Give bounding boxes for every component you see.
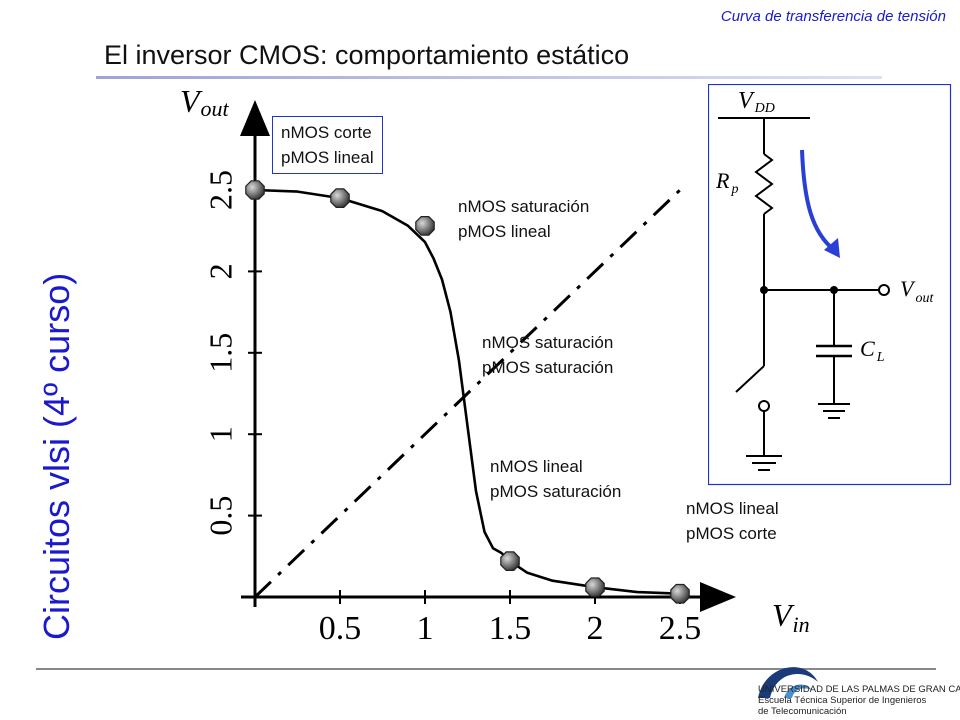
footer-divider <box>36 668 936 670</box>
region-2-line2: pMOS lineal <box>458 222 551 241</box>
region-1-line1: nMOS corte <box>281 123 372 142</box>
x-axis-label: Vin <box>772 597 810 637</box>
y-tick-label: 0.5 <box>202 496 238 536</box>
header-subtitle: Curva de transferencia de tensión <box>720 8 946 25</box>
node-dot-left <box>760 286 768 294</box>
curve-point-marker <box>585 577 605 598</box>
vin-equals-vout-line <box>253 188 682 599</box>
resistor-rp <box>754 153 774 215</box>
region-2-line1: nMOS saturación <box>458 197 590 216</box>
region-3-line1: nMOS saturación <box>482 333 614 352</box>
output-terminal <box>878 284 890 296</box>
y-tick-label: 2.5 <box>202 170 238 210</box>
logo-line-1: UNIVERSIDAD DE LAS PALMAS DE GRAN CANARI… <box>758 684 960 695</box>
x-tick-label: 1.5 <box>489 610 532 647</box>
region-3-line2: pMOS saturación <box>482 358 614 377</box>
region-4-line2: pMOS saturación <box>490 482 622 501</box>
y-tick-label: 1 <box>202 426 238 442</box>
y-tick-label: 1.5 <box>202 333 238 373</box>
vtc-curve <box>254 188 681 595</box>
circuit-frame <box>708 84 952 486</box>
curve-point-marker <box>500 551 520 572</box>
x-tick-label: 1 <box>417 610 434 647</box>
x-tick-label: 0.5 <box>319 610 362 647</box>
region-1-line2: pMOS lineal <box>281 148 374 167</box>
region-label-4: nMOS lineal pMOS saturación <box>490 454 621 504</box>
x-tick-label: 2 <box>587 610 604 647</box>
curve-point-marker <box>415 216 435 236</box>
curve-point-marker <box>330 188 350 208</box>
logo-line-2: Escuela Técnica Superior de Ingenieros <box>758 695 927 706</box>
region-4-line1: nMOS lineal <box>490 457 583 476</box>
region-5-line1: nMOS lineal <box>686 499 779 518</box>
university-logo-icon <box>758 667 818 698</box>
logo-line-3: de Telecomunicación <box>758 706 847 717</box>
curve-point-marker <box>245 180 265 200</box>
curve-point-marker <box>670 583 690 604</box>
x-tick-label: 2.5 <box>659 610 702 647</box>
y-axis-label: Vout <box>180 83 230 121</box>
region-label-5: nMOS lineal pMOS corte <box>686 496 779 546</box>
vdd-label: V DD <box>738 88 775 116</box>
region-label-1: nMOS corte pMOS lineal <box>272 116 383 174</box>
current-flow-arrowhead <box>824 238 840 258</box>
region-label-2: nMOS saturación pMOS lineal <box>458 194 589 244</box>
page-title: El inversor CMOS: comportamiento estátic… <box>104 40 630 70</box>
region-label-3: nMOS saturación pMOS saturación <box>482 330 613 380</box>
title-underline <box>96 76 882 79</box>
university-name: UNIVERSIDAD DE LAS PALMAS DE GRAN CANARI… <box>758 684 960 717</box>
region-5-line2: pMOS corte <box>686 524 777 543</box>
current-flow-arrow <box>800 149 836 252</box>
switch-blade <box>735 365 765 393</box>
y-tick-label: 2 <box>202 263 238 279</box>
switch-contact <box>758 400 770 412</box>
